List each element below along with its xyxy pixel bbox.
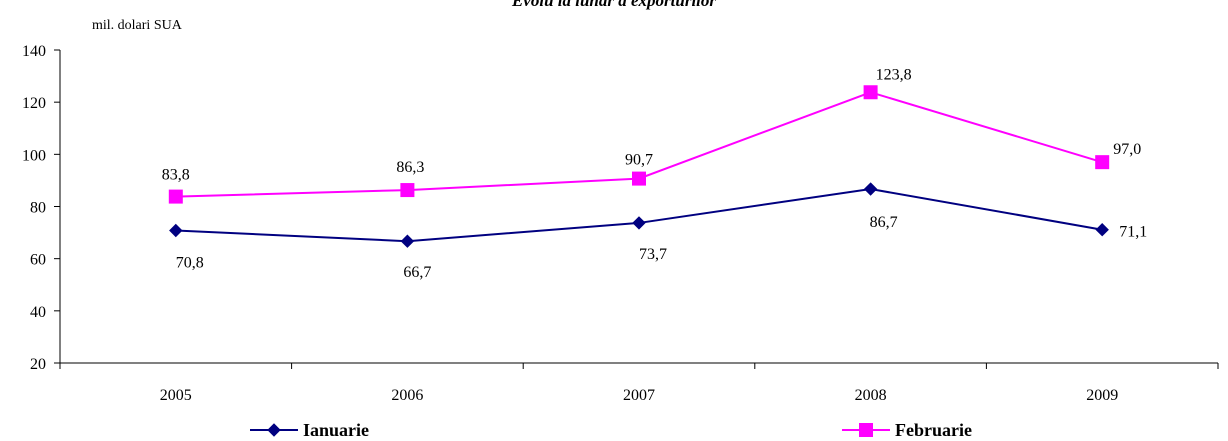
data-point-ianuarie [400,234,415,248]
data-point-februarie [863,85,878,100]
axes: 20 40 60 80 100 120 140 2005 2006 2007 2008 2009 [22,43,1219,404]
y-tick-label: 100 [22,147,46,164]
series-line-ianuarie [175,188,1103,243]
data-point-ianuarie [169,223,183,238]
y-tick-label: 140 [22,43,46,60]
data-point-februarie [632,171,646,186]
legend-label: Ianuarie [303,420,369,440]
chart-title: Evolu ia lunar a exporturilor [511,0,716,10]
data-label: 90,7 [625,152,653,169]
data-label: 123,8 [876,66,912,83]
x-tick-label: 2006 [391,387,423,404]
legend-marker [859,423,873,437]
data-label: 97,0 [1113,141,1141,158]
data-label: 73,7 [639,246,667,263]
x-tick-label: 2008 [855,387,887,404]
x-tick-label: 2007 [623,387,655,404]
data-label: 86,7 [870,214,898,231]
y-tick-label: 80 [30,200,46,217]
y-tick-label: 120 [22,95,46,112]
unit-label: mil. dolari SUA [92,18,183,33]
data-point-ianuarie [863,182,878,196]
data-label: 71,1 [1119,224,1147,241]
legend: Ianuarie Februarie [250,420,972,440]
data-labels: 70,8 66,7 73,7 86,7 71,1 83,8 86,3 90,7 123,8 97,… [162,66,1147,281]
y-tick-label: 20 [30,356,46,373]
data-label: 86,3 [396,159,424,176]
data-label: 83,8 [162,167,190,184]
y-tick-label: 40 [30,304,46,321]
data-point-februarie [400,183,415,198]
data-label: 70,8 [176,254,204,271]
series-layer [168,85,1110,248]
x-tick-label: 2005 [160,387,192,404]
data-point-ianuarie [632,216,646,230]
data-point-februarie [168,189,183,204]
legend-marker [267,423,281,437]
legend-item-ianuarie: Ianuarie [250,420,369,440]
legend-item-februarie: Februarie [842,420,972,440]
data-point-februarie [1095,155,1110,170]
data-label: 66,7 [403,264,431,281]
data-point-ianuarie [1095,223,1109,237]
y-tick-label: 60 [30,252,46,269]
legend-label: Februarie [895,420,972,440]
x-tick-label: 2009 [1086,387,1118,404]
